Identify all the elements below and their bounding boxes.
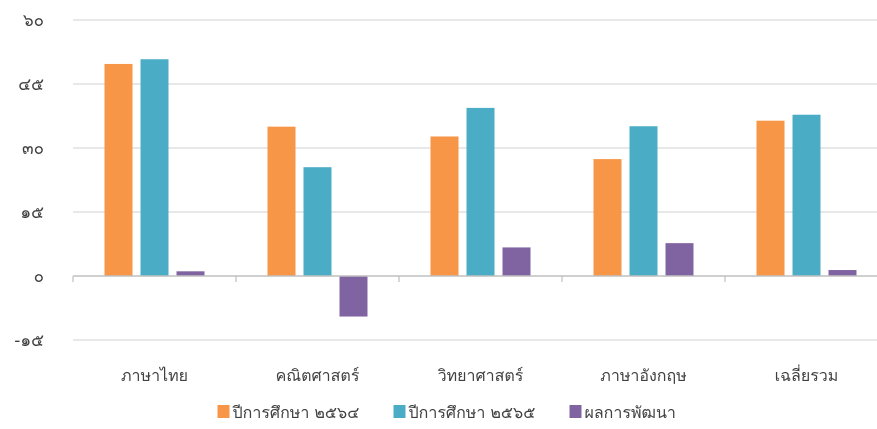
bar [466, 107, 495, 276]
bar [593, 159, 622, 276]
x-tick-label: เฉลี่ยรวม [775, 364, 839, 385]
bar [828, 270, 857, 276]
bar [430, 136, 459, 276]
bar [303, 167, 332, 276]
bar [104, 63, 133, 276]
axes [72, 275, 877, 282]
bar [792, 114, 821, 276]
legend-swatch [217, 405, 230, 418]
legend-label: ปีการศึกษา ๒๕๖๕ [408, 403, 535, 422]
legend-swatch [569, 405, 582, 418]
y-tick-label: ๔๕ [18, 75, 44, 95]
legend-label: ปีการศึกษา ๒๕๖๔ [232, 403, 359, 422]
bar [665, 243, 694, 276]
bar [176, 271, 205, 276]
bar [267, 126, 296, 277]
legend: ปีการศึกษา ๒๕๖๔ ปีการศึกษา ๒๕๖๕ ผลการพัฒนา [217, 403, 676, 422]
bar [140, 59, 169, 277]
y-tick-label: ๖๐ [23, 11, 44, 31]
bar [339, 276, 368, 317]
x-tick-label: ภาษาไทย [121, 366, 188, 385]
y-tick-label: ๐ [34, 267, 44, 287]
y-tick-label: ๓๐ [22, 139, 44, 159]
legend-label: ผลการพัฒนา [585, 403, 676, 422]
bar [629, 126, 658, 277]
x-tick-label: ภาษาอังกฤษ [600, 366, 686, 385]
x-tick-label: คณิตศาสตร์ [276, 366, 360, 385]
bar [502, 247, 531, 276]
y-tick-label: -๑๕ [14, 331, 44, 351]
bar [756, 120, 785, 277]
legend-swatch [393, 405, 406, 418]
y-tick-label: ๑๕ [20, 203, 44, 223]
bars [104, 59, 857, 317]
x-tick-label: วิทยาศาสตร์ [438, 366, 524, 385]
